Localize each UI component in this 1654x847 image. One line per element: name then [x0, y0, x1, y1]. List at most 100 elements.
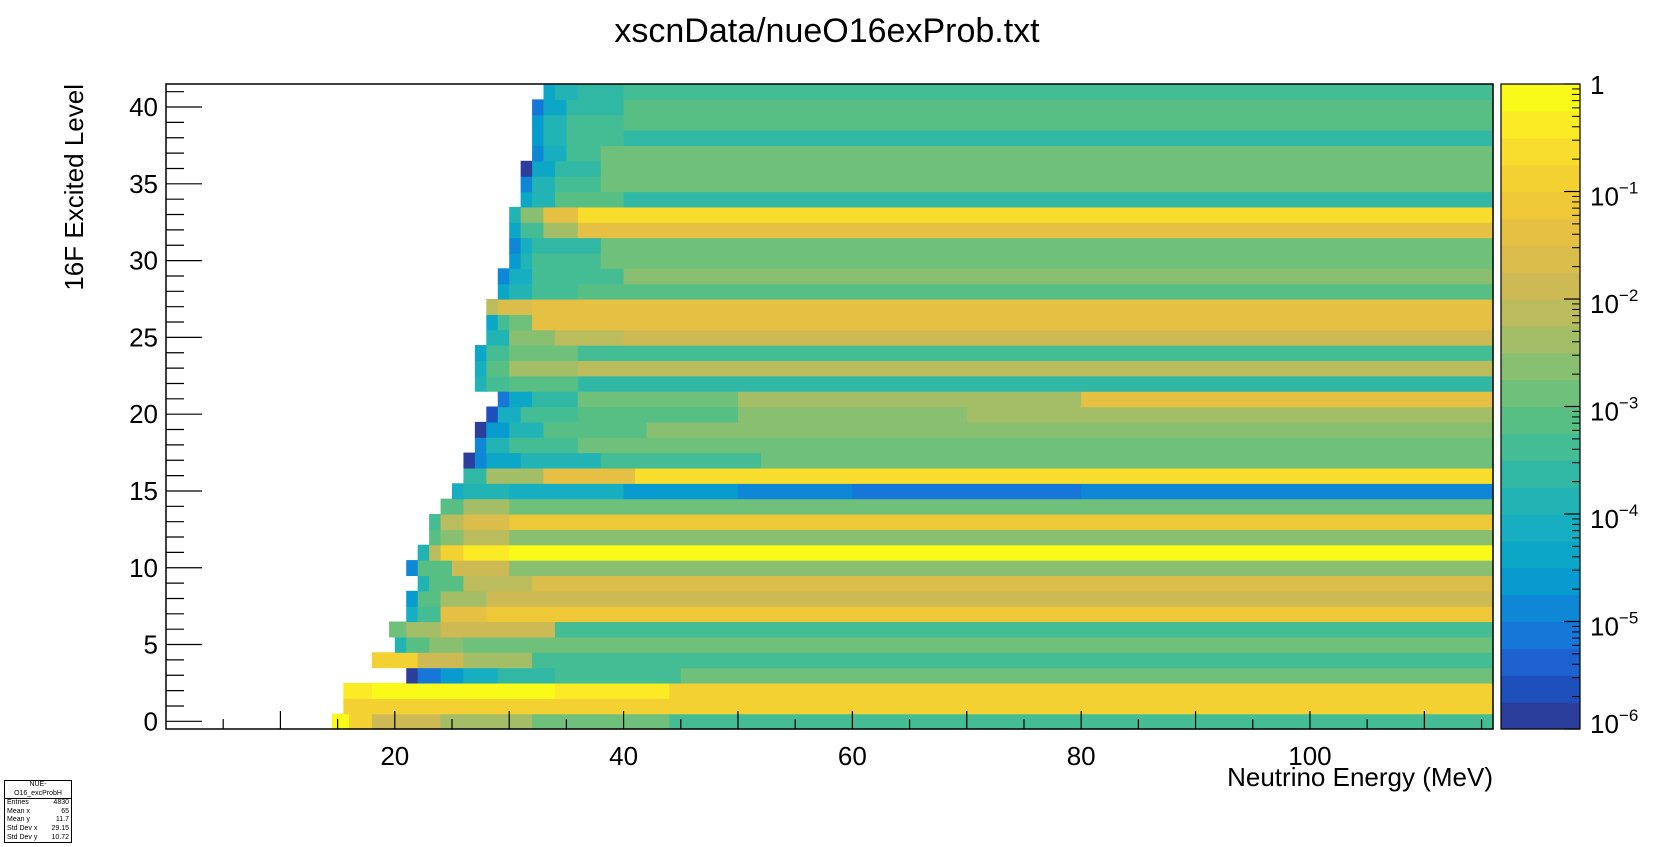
y-axis: 0 5 10 15 20 25 30 35 40 [129, 91, 202, 736]
heatmap-cell [486, 421, 510, 438]
heatmap-cell [566, 130, 625, 147]
heatmap-cell [451, 483, 465, 500]
heatmap-cell [509, 314, 533, 331]
heatmap-cell [486, 329, 510, 346]
heatmap-cell [623, 84, 1494, 100]
stats-label: Entries [7, 799, 29, 807]
heatmap-cell [406, 560, 419, 577]
heatmap-cell [532, 191, 556, 208]
heatmap-cell [474, 452, 487, 469]
x-tick-label: 40 [609, 741, 638, 771]
color-scale-axis: 1 10−1 10−2 10−3 10−4 10−5 10−6 [1564, 70, 1638, 739]
heatmap-cell [497, 314, 510, 331]
heatmap-cell [343, 682, 373, 699]
heatmap-cell [623, 130, 1494, 147]
heatmap-cell [474, 421, 487, 438]
heatmap-cell [463, 452, 476, 469]
colorbar-bin [1501, 433, 1580, 461]
x-axis: 20 40 60 80 100 [222, 711, 1483, 771]
heatmap-cell [440, 667, 465, 684]
stats-value: 4830 [53, 799, 69, 807]
heatmap-cell [474, 345, 487, 362]
heatmap-cell [543, 206, 579, 223]
heatmap-cell [1081, 391, 1494, 408]
heatmap-cell [532, 283, 579, 300]
heatmap-cell [532, 268, 625, 285]
heatmap-cell [600, 176, 1494, 193]
heatmap-cell [474, 437, 487, 454]
heatmap-cell [532, 391, 579, 408]
heatmap-cell [509, 391, 533, 408]
stats-value: 29.15 [51, 824, 69, 832]
heatmap-cell [509, 483, 625, 500]
heatmap-cell [532, 160, 556, 177]
stats-label: Mean y [7, 816, 30, 824]
stats-value: 65 [61, 807, 69, 815]
heatmap-cell [1309, 483, 1494, 500]
colorbar-bin [1501, 460, 1580, 488]
heatmap-cell [417, 560, 453, 577]
heatmap-cell [532, 252, 602, 269]
heatmap-cell [417, 544, 430, 561]
heatmap-cell [623, 191, 1494, 208]
heatmap-cell [389, 621, 407, 638]
heatmap-cell [543, 467, 636, 484]
heatmap-cell [577, 375, 1494, 392]
colorbar-tick-label: 10−1 [1590, 179, 1638, 212]
heatmap-cell [463, 544, 510, 561]
heatmap-cell [520, 406, 579, 423]
heatmap-cell [429, 636, 465, 653]
heatmap-cell [486, 406, 499, 423]
heatmap-cell [520, 237, 533, 254]
heatmap-cell [543, 99, 567, 116]
colorbar-bin [1501, 594, 1580, 623]
heatmap-cell [486, 299, 499, 315]
heatmap-cell [486, 360, 510, 377]
heatmap-cell [417, 667, 442, 684]
heatmap-cell [406, 621, 442, 638]
heatmap-cell [463, 467, 487, 484]
stats-value: 10.72 [51, 833, 69, 841]
heatmap-cell [509, 360, 579, 377]
heatmap-cell [623, 329, 1494, 346]
heatmap-cell [554, 160, 602, 177]
y-tick-label: 5 [144, 630, 158, 660]
y-tick-label: 15 [129, 476, 158, 506]
heatmap-cell [509, 283, 533, 300]
colorbar-bin [1501, 218, 1580, 246]
heatmap-cell [577, 283, 1494, 300]
x-axis-label: Neutrino Energy (MeV) [1227, 762, 1493, 792]
heatmap-cell [360, 698, 625, 715]
heatmap-cell [509, 222, 522, 239]
heatmap-cell [440, 514, 465, 530]
y-tick-label: 25 [129, 322, 158, 352]
heatmap-cell [520, 452, 602, 469]
colorbar-bin [1501, 379, 1580, 408]
heatmap-cell [509, 437, 579, 454]
heatmap-cell [509, 514, 1494, 530]
heatmap-cell [532, 237, 602, 254]
x-tick-label: 100 [1288, 741, 1331, 771]
heatmap-cell [509, 498, 1494, 515]
heatmap-cell [543, 84, 556, 100]
heatmap-cell [520, 160, 533, 177]
colorbar-bin [1501, 325, 1580, 354]
heatmap-cell [543, 145, 567, 162]
stats-row: Std Dev y 10.72 [5, 834, 71, 843]
heatmap-cell [394, 636, 407, 653]
colorbar-tick-label: 10−2 [1590, 286, 1638, 319]
color-scale-bar [1500, 83, 1581, 730]
heatmap-cell [406, 590, 419, 607]
heatmap-cell [577, 206, 1494, 223]
heatmap-cell [554, 329, 625, 346]
heatmap-cell [532, 299, 1494, 315]
heatmap-cell [497, 268, 510, 285]
heatmap-cell [543, 114, 567, 131]
heatmap-cell [429, 575, 465, 592]
chart-title: xscnData/nueO16exProb.txt [614, 12, 1040, 50]
heatmap-cell [440, 621, 556, 638]
heatmap-cell [429, 514, 442, 530]
heatmap-cell [440, 590, 487, 607]
heatmap-cell [417, 590, 442, 607]
heatmap-cell [577, 391, 739, 408]
